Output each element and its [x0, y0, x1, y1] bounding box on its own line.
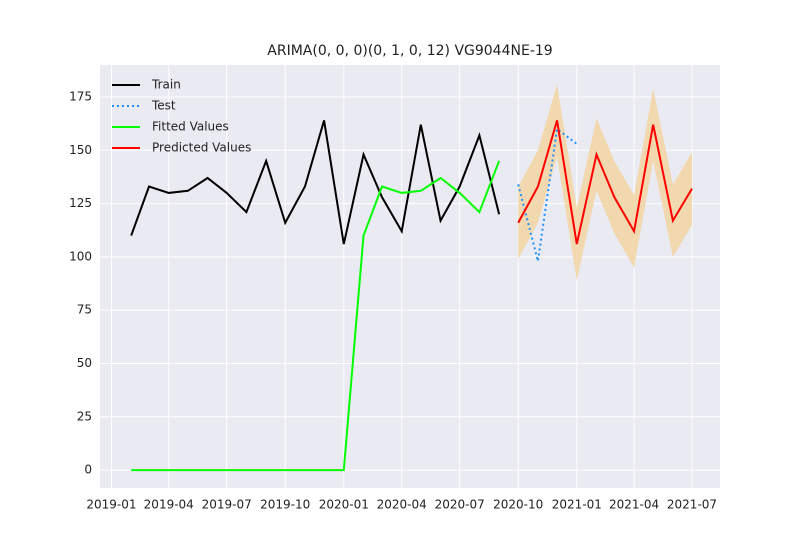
y-tick-label: 125	[69, 196, 92, 210]
y-tick-label: 50	[77, 356, 92, 370]
x-tick-label: 2019-01	[86, 498, 136, 512]
plot-area	[100, 65, 720, 488]
series-line	[131, 160, 501, 472]
confidence-band	[518, 84, 692, 281]
legend-label: Test	[151, 99, 176, 113]
y-tick-label: 25	[77, 409, 92, 423]
series-line	[130, 120, 501, 245]
x-tick-label: 2019-04	[144, 498, 194, 512]
legend-label: Fitted Values	[152, 120, 229, 134]
series-line	[517, 127, 578, 262]
x-tick-label: 2020-07	[435, 498, 485, 512]
y-tick-label: 150	[69, 143, 92, 157]
x-tick-label: 2020-01	[319, 498, 369, 512]
legend-label: Predicted Values	[152, 141, 251, 155]
x-tick-label: 2020-10	[493, 498, 543, 512]
x-tick-label: 2021-01	[552, 498, 602, 512]
x-tick-label: 2021-04	[609, 498, 659, 512]
x-tick-label: 2020-04	[377, 498, 427, 512]
y-tick-label: 0	[84, 463, 92, 477]
y-tick-label: 100	[69, 249, 92, 263]
chart-title: ARIMA(0, 0, 0)(0, 1, 0, 12) VG9044NE-19	[267, 43, 552, 59]
x-tick-label: 2019-10	[260, 498, 310, 512]
x-tick-label: 2019-07	[202, 498, 252, 512]
series-line	[517, 120, 693, 245]
y-tick-label: 175	[69, 89, 92, 103]
x-tick-label: 2021-07	[667, 498, 717, 512]
legend-label: Train	[151, 78, 181, 92]
y-tick-label: 75	[77, 303, 92, 317]
